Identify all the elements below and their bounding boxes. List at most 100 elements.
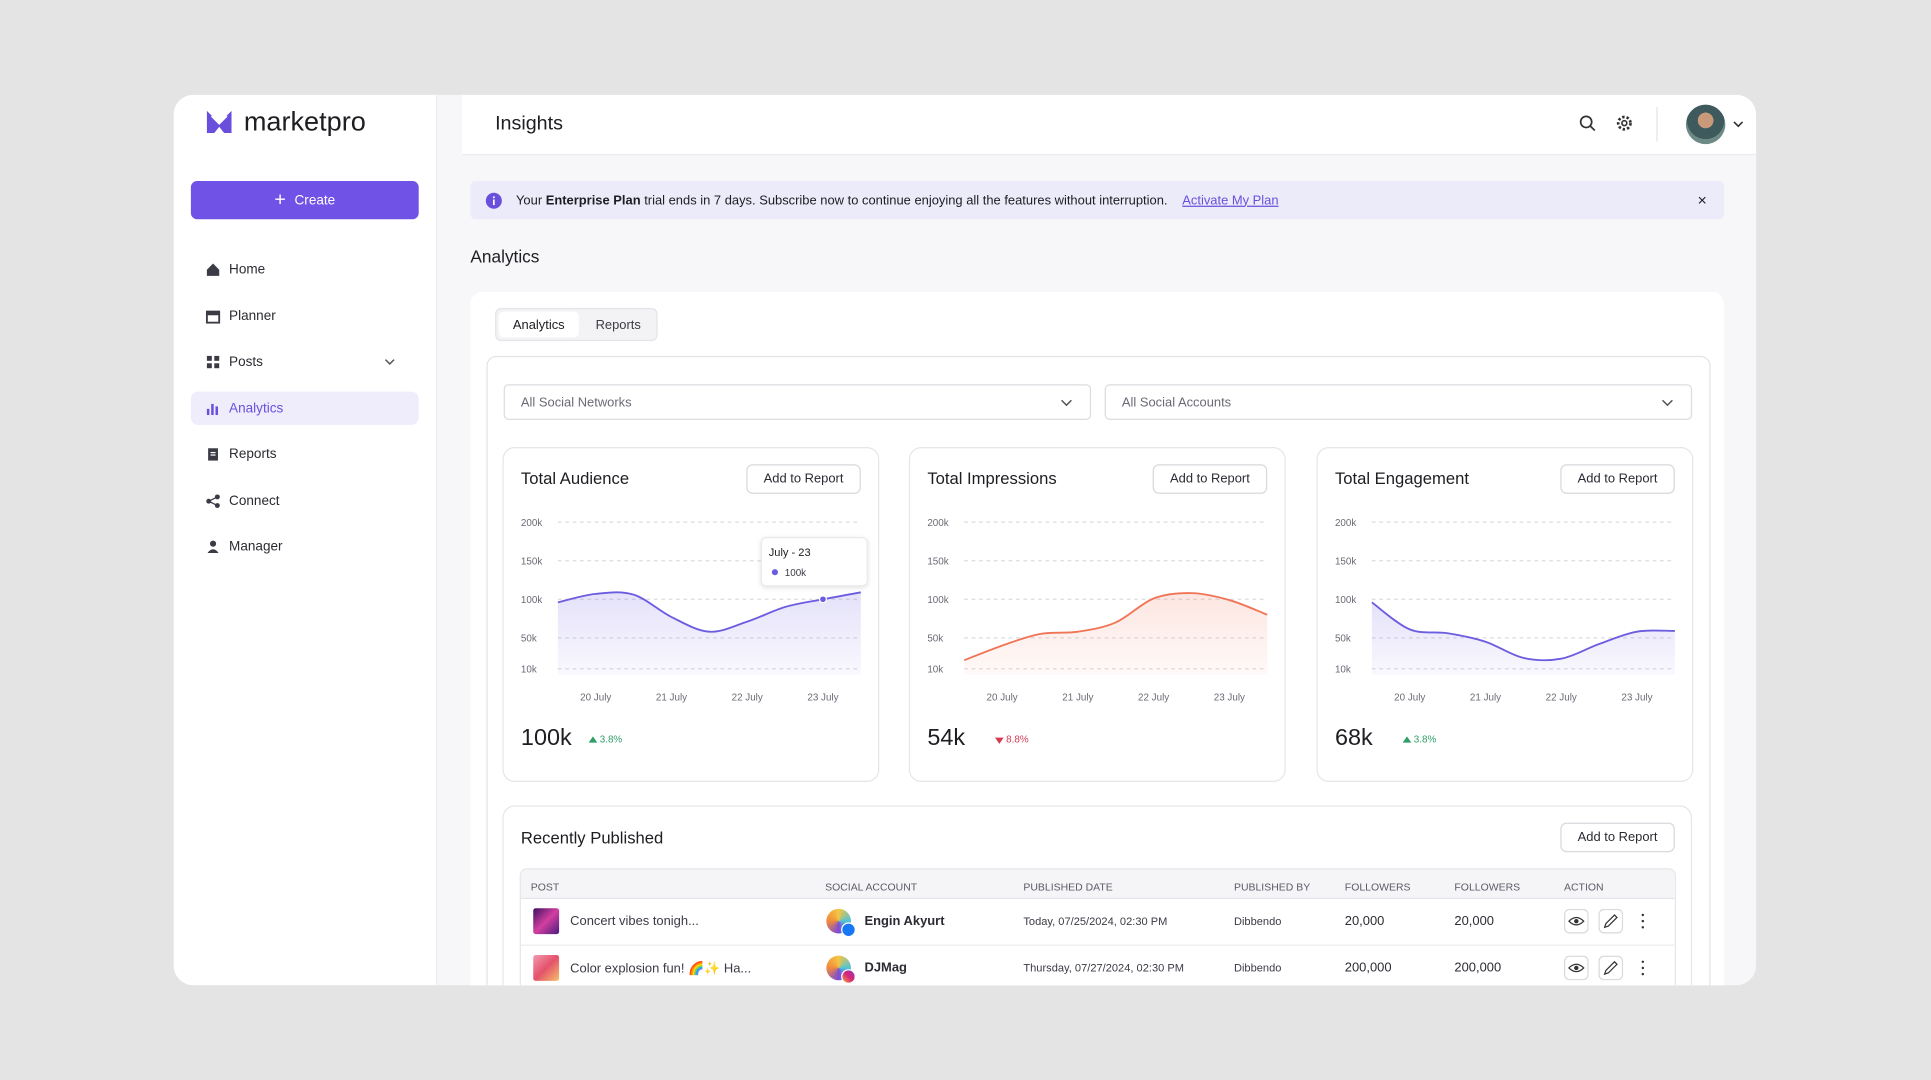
view-button[interactable] — [1564, 955, 1589, 981]
y-tick-label: 100k — [521, 595, 542, 606]
pencil-icon — [1603, 960, 1618, 976]
tooltip-box — [760, 537, 868, 587]
avatar[interactable] — [1685, 104, 1726, 145]
close-button[interactable]: × — [1697, 190, 1707, 210]
area — [1371, 602, 1675, 675]
network-select[interactable]: All Social Networks — [503, 384, 1092, 420]
arrow — [1402, 735, 1412, 742]
change-label: 8.8% — [1006, 733, 1029, 746]
logo-text: marketpro — [243, 105, 366, 137]
x-tick-label: 22 July — [1546, 693, 1577, 704]
chevron[interactable] — [1733, 121, 1744, 128]
nav-icon — [206, 355, 220, 368]
network-badge — [841, 922, 856, 938]
dot — [1641, 913, 1645, 917]
add-report-button[interactable]: Add to Report — [1560, 822, 1675, 853]
search-icon[interactable] — [1579, 115, 1596, 132]
y-tick-label: 100k — [927, 595, 948, 606]
select-label: All Social Networks — [520, 394, 632, 410]
y-tick-label: 200k — [927, 518, 948, 529]
area — [964, 593, 1268, 675]
nav-label: Home — [229, 261, 266, 277]
y-tick-label: 10k — [1335, 664, 1351, 675]
account-select[interactable]: All Social Accounts — [1104, 384, 1693, 420]
nav-label: Manager — [229, 538, 283, 554]
banner-text: Your — [515, 192, 543, 208]
arrow — [995, 737, 1004, 744]
add-report-button[interactable]: Add to Report — [1560, 464, 1675, 494]
edit-button[interactable] — [1598, 908, 1624, 934]
tooltip-point — [818, 595, 828, 604]
add-report-button[interactable]: Add to Report — [746, 464, 861, 494]
tab-active[interactable]: Analytics — [498, 311, 579, 338]
dot — [1641, 972, 1645, 976]
banner-plan: Enterprise Plan — [545, 192, 641, 208]
y-tick-label: 100k — [1335, 595, 1356, 606]
nav-label: Connect — [229, 493, 280, 508]
chart-card: Total Impressions Add to Report 10k 50k 100k… — [908, 447, 1286, 783]
post-thumbnail — [533, 908, 560, 935]
x-tick-label: 21 July — [1062, 693, 1093, 704]
more-button[interactable] — [1639, 959, 1646, 976]
y-tick-label: 150k — [521, 556, 542, 567]
logo-icon — [206, 110, 232, 134]
y-tick-label: 200k — [521, 518, 542, 529]
nav-item[interactable]: Reports — [191, 437, 419, 470]
column-header: ACTION — [1564, 880, 1604, 893]
nav-item-active[interactable]: Analytics — [190, 391, 419, 425]
total-value: 54k — [927, 725, 966, 752]
edit-button[interactable] — [1598, 955, 1624, 981]
change-label: 3.8% — [1413, 733, 1437, 746]
total-value: 68k — [1334, 725, 1373, 752]
nav-item[interactable]: Posts — [191, 345, 419, 378]
activate-link[interactable]: Activate My Plan — [1182, 192, 1279, 208]
settings-icon[interactable] — [1616, 115, 1633, 132]
add-report-button[interactable]: Add to Report — [1152, 464, 1268, 494]
tab[interactable]: Reports — [595, 317, 641, 332]
trend-arrow — [995, 737, 1004, 744]
chart: 10k 50k 100k 150k 200k 20 July 21 July 22 July 2… — [1335, 518, 1675, 704]
table-row: Concert vibes tonigh... Engin Akyurt Today… — [520, 898, 1675, 946]
column-header: FOLLOWERS — [1344, 880, 1411, 893]
x-tick-label: 20 July — [987, 693, 1018, 704]
recent-card: Recently Published Add to Report POST SOC… — [502, 805, 1693, 986]
nav-item[interactable]: Home — [191, 252, 419, 285]
column-header: SOCIAL ACCOUNT — [825, 880, 918, 893]
view-button[interactable] — [1564, 908, 1589, 934]
account-name: Engin Akyurt — [864, 913, 945, 929]
published-date: Today, 07/25/2024, 02:30 PM — [1023, 915, 1168, 928]
eye-icon — [1568, 963, 1585, 973]
y-tick-label: 10k — [521, 664, 537, 675]
dot — [1641, 926, 1645, 929]
nav-item[interactable]: Connect — [191, 484, 419, 517]
nav-label: Analytics — [229, 400, 284, 416]
followers: 200,000 — [1454, 960, 1502, 976]
trend-arrow — [588, 735, 598, 742]
section-title: Analytics — [470, 246, 540, 267]
total-value: 100k — [520, 725, 572, 752]
create-button[interactable]: + Create — [190, 181, 419, 220]
change-label: 3.8% — [599, 733, 623, 746]
tooltip-label: July - 23 — [769, 547, 811, 559]
nav-item[interactable]: Planner — [191, 299, 419, 332]
button-box — [1598, 908, 1624, 934]
nav-icon — [207, 540, 219, 553]
nav-icon — [206, 403, 218, 415]
column-header: FOLLOWERS — [1454, 880, 1521, 893]
y-tick-label: 50k — [1335, 634, 1351, 645]
change: 3.8% — [1402, 733, 1437, 746]
select-label: All Social Accounts — [1121, 394, 1232, 410]
table: POST SOCIAL ACCOUNT PUBLISHED DATE PUBLISHE… — [519, 868, 1677, 986]
chart-card: Total Engagement Add to Report 10k 50k 100k 1… — [1316, 447, 1694, 783]
chart: 10k 50k 100k 150k 200k 20 July 21 July 22 July 2… — [521, 518, 868, 704]
x-tick-label: 23 July — [1621, 693, 1652, 704]
more-button[interactable] — [1639, 913, 1646, 930]
nav-item[interactable]: Manager — [191, 530, 419, 563]
chart-title: Total Engagement — [1334, 469, 1469, 488]
followers: 20,000 — [1344, 913, 1385, 929]
panel: All Social Networks All Social Accounts — [486, 355, 1711, 986]
plus-icon: + — [274, 189, 286, 210]
page-title: Insights — [495, 113, 563, 135]
